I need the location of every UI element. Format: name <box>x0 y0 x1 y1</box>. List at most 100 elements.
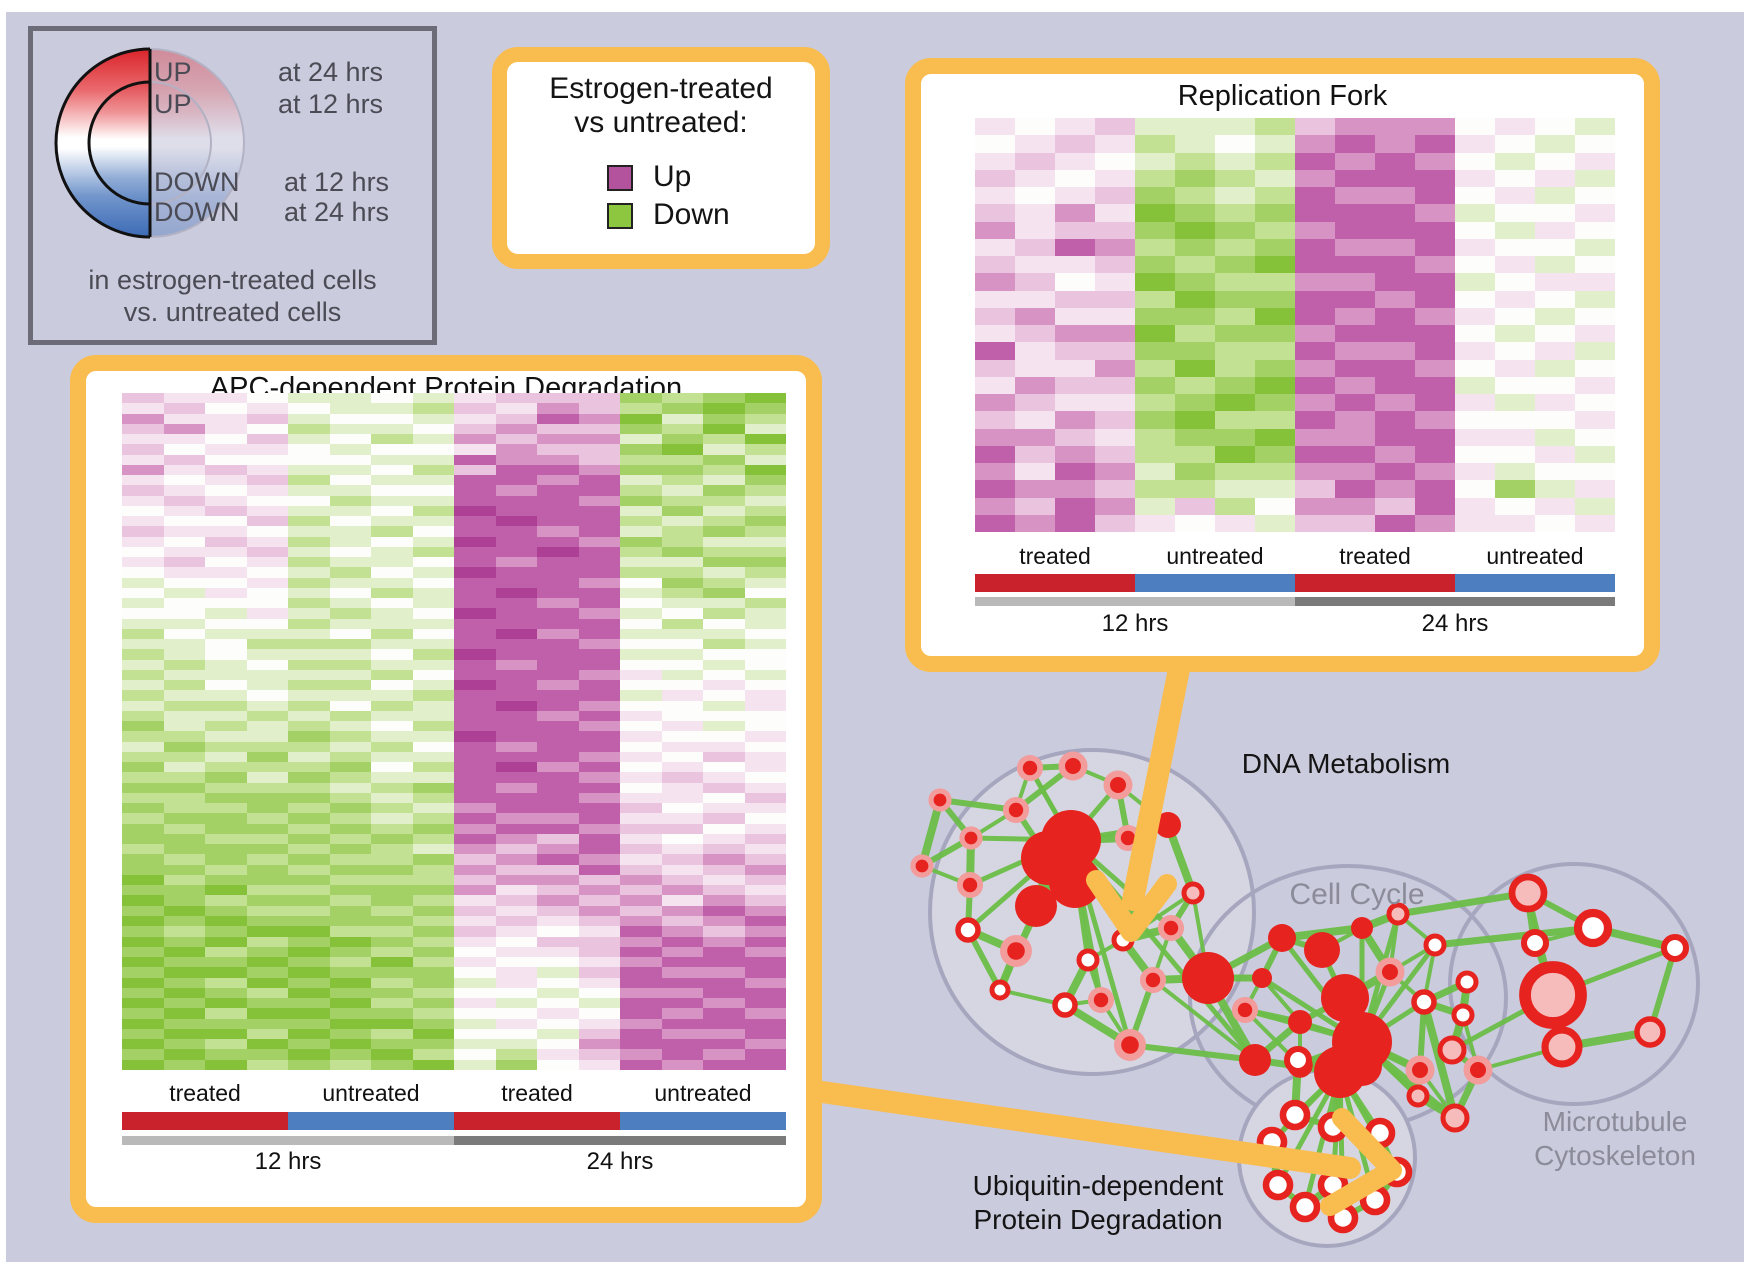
ring-legend-up24-time: at 24 hrs <box>278 57 384 87</box>
gene-node-solid <box>1288 1010 1312 1034</box>
gene-node-pink <box>1437 1035 1467 1065</box>
untreated-bar <box>1135 574 1295 592</box>
gene-node-solid <box>1252 968 1272 988</box>
up-swatch-label: Up <box>653 160 692 193</box>
replication-fork-heatmap <box>975 118 1615 532</box>
gene-node-pink <box>1634 1016 1666 1048</box>
gene-node-pink <box>1519 961 1587 1029</box>
cluster-label-ubiquitin-2: Protein Degradation <box>973 1204 1223 1235</box>
replication-fork-title: Replication Fork <box>1177 80 1388 112</box>
gene-node-pink <box>1541 1026 1583 1068</box>
treated-bar <box>975 574 1135 592</box>
gene-node-ring <box>989 979 1011 1001</box>
gene-node-ring <box>1573 908 1613 948</box>
time-label: 24 hrs <box>1421 610 1489 637</box>
axis-group-label: untreated <box>1486 543 1584 569</box>
gene-node-solid <box>1015 885 1057 927</box>
gene-node-solid <box>1304 932 1340 968</box>
untreated-bar <box>620 1112 786 1130</box>
gene-node-ring <box>1660 933 1690 963</box>
cluster-microtubule-cytoskeleton <box>1448 862 1700 1106</box>
ring-legend-down24-word: DOWN <box>154 197 240 227</box>
gene-node-halo <box>956 871 984 899</box>
ring-legend-box <box>28 26 437 345</box>
gene-node-ring <box>955 917 981 943</box>
gene-node-solid <box>1155 812 1181 838</box>
time-span-bar <box>975 597 1295 606</box>
gene-node-pink <box>1440 1103 1470 1133</box>
arrow-head <box>1320 1108 1402 1216</box>
gene-node-ring <box>1423 933 1447 957</box>
axis-group-label: untreated <box>1166 543 1264 569</box>
gene-node-solid <box>1239 1044 1271 1076</box>
axis-group-label: untreated <box>654 1080 752 1106</box>
time-label: 24 hrs <box>586 1148 654 1175</box>
gene-node-halo <box>1375 957 1405 987</box>
ring-legend-down24-time: at 24 hrs <box>284 197 390 227</box>
axis-group-label: treated <box>1019 543 1091 569</box>
gene-node-halo <box>1463 1055 1493 1085</box>
ring-legend-footer-1: in estrogen-treated cells <box>88 265 377 295</box>
gene-node-pink <box>1386 902 1410 926</box>
treated-bar <box>122 1112 288 1130</box>
gene-node-ring <box>1076 948 1100 972</box>
ring-legend-up12-word: UP <box>154 89 192 119</box>
ring-legend-up24-word: UP <box>154 57 192 87</box>
treated-bar <box>1295 574 1455 592</box>
gene-node-ring <box>1283 1045 1313 1075</box>
gene-node-halo <box>1231 996 1259 1024</box>
gene-node-solid <box>1351 917 1373 939</box>
arrow-head <box>1086 870 1177 942</box>
gene-node-halo <box>1139 966 1167 994</box>
gene-node-ring <box>1455 970 1479 994</box>
gene-node-pink <box>1508 873 1548 913</box>
gene-node-halo <box>959 826 983 850</box>
gene-node-ring <box>1411 989 1437 1015</box>
time-label: 12 hrs <box>1101 610 1169 637</box>
gene-node-halo <box>910 854 934 878</box>
cluster-label-dna-metabolism: DNA Metabolism <box>1241 748 1451 779</box>
gene-node-ring <box>1520 928 1550 958</box>
apc-heatmap <box>122 393 786 1070</box>
untreated-bar <box>1455 574 1615 592</box>
gene-node-solid <box>1321 974 1369 1022</box>
down-swatch-label: Down <box>653 198 730 231</box>
gene-node-halo <box>1405 1055 1435 1085</box>
untreated-bar <box>288 1112 454 1130</box>
ring-legend-down12-time: at 12 hrs <box>284 167 390 197</box>
arrow-shaft <box>1122 653 1191 911</box>
gene-node-halo <box>1000 935 1032 967</box>
gene-node-halo <box>1103 770 1133 800</box>
axis-group-label: treated <box>501 1080 573 1106</box>
gene-node-halo <box>1087 986 1115 1014</box>
gene-node-halo <box>1002 796 1030 824</box>
treated-bar <box>454 1112 620 1130</box>
estrogen-legend-panel <box>492 47 830 269</box>
gene-node-solid <box>1268 924 1296 952</box>
gene-node-ring <box>1262 1169 1294 1201</box>
gene-node-halo <box>1157 914 1185 942</box>
gene-node-solid <box>1342 1046 1382 1086</box>
axis-group-label: treated <box>169 1080 241 1106</box>
axis-group-label: treated <box>1339 543 1411 569</box>
gene-node-ring <box>1451 1003 1475 1027</box>
gene-node-halo <box>1114 1029 1146 1061</box>
ring-legend-footer-2: vs. untreated cells <box>123 297 342 327</box>
gene-node-pink <box>1406 1084 1430 1108</box>
estrogen-legend-title-1: Estrogen-treated <box>549 72 773 105</box>
cluster-label-microtubule-1: Microtubule <box>1542 1106 1688 1137</box>
arrow-shaft <box>811 1081 1361 1179</box>
ring-legend-down12-word: DOWN <box>154 167 240 197</box>
time-span-bar <box>122 1136 454 1145</box>
gene-node-pink <box>1181 881 1205 905</box>
network-nodes <box>910 751 1690 1234</box>
gene-node-ring <box>1052 992 1078 1018</box>
up-color-swatch <box>607 165 633 191</box>
gene-node-solid <box>1049 856 1101 908</box>
ring-legend-up12-time: at 12 hrs <box>278 89 384 119</box>
cluster-label-cytoskeleton-2: Cytoskeleton <box>1534 1140 1696 1171</box>
gene-node-ring <box>1279 1099 1311 1131</box>
cluster-label-ubiquitin-1: Ubiquitin-dependent <box>972 1170 1224 1201</box>
